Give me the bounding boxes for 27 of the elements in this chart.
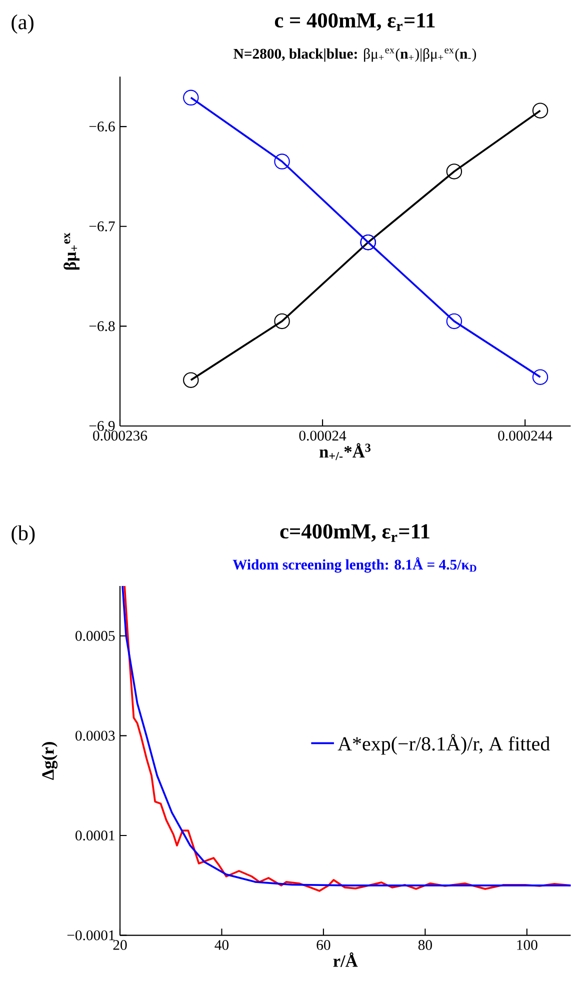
y-tick-label: −6.9 bbox=[89, 421, 115, 431]
x-tick-label: 100 bbox=[517, 940, 538, 950]
y-tick-label: −6.7 bbox=[89, 221, 115, 232]
y-tick-label: −0.0001 bbox=[67, 930, 114, 940]
x-tick-label: 0.000236 bbox=[93, 430, 148, 441]
text: (b) bbox=[12, 525, 35, 545]
x-tick-label: 0.00024 bbox=[299, 430, 346, 441]
x-axis-title: n$_{+/-}$*Å$^{3}$ bbox=[320, 443, 371, 460]
chart-subtitle: Widom screening length: 8.1Å = 4.5/κ$_{D}$ bbox=[232, 557, 476, 573]
y-tick-label: 0.0003 bbox=[76, 730, 115, 741]
x-tick-label: 20 bbox=[113, 940, 127, 950]
text: N=2800, black|blue: βμ$_{+}$$^{ex}$(n$_{+}$)|βμ$_{+}$$^{ex}$(n$_{-}$) bbox=[234, 48, 476, 62]
y-tick-label: 0.0001 bbox=[76, 830, 114, 840]
legend-label: A*exp(−r/8.1Å)/r, A fitted bbox=[338, 734, 550, 755]
x-tick-label: 80 bbox=[418, 940, 432, 950]
chart-title: c=400mM, ε$_{r}$=11 bbox=[280, 524, 430, 542]
x-tick-label: 0.000244 bbox=[498, 430, 552, 441]
y-axis-title: Δg(r) bbox=[42, 742, 58, 780]
chart-title: c = 400mM, ε$_{r}$=11 bbox=[274, 13, 435, 31]
x-tick-label: 40 bbox=[214, 940, 228, 950]
x-tick-label: 60 bbox=[316, 940, 330, 950]
x-axis-title: r/Å bbox=[333, 952, 358, 967]
text: (a) bbox=[12, 14, 34, 34]
y-axis-title: βμ$_{+}$ex bbox=[64, 232, 80, 270]
y-tick-label: −6.8 bbox=[89, 321, 115, 332]
y-tick-label: −6.6 bbox=[89, 122, 115, 132]
y-tick-label: 0.0005 bbox=[76, 630, 115, 641]
